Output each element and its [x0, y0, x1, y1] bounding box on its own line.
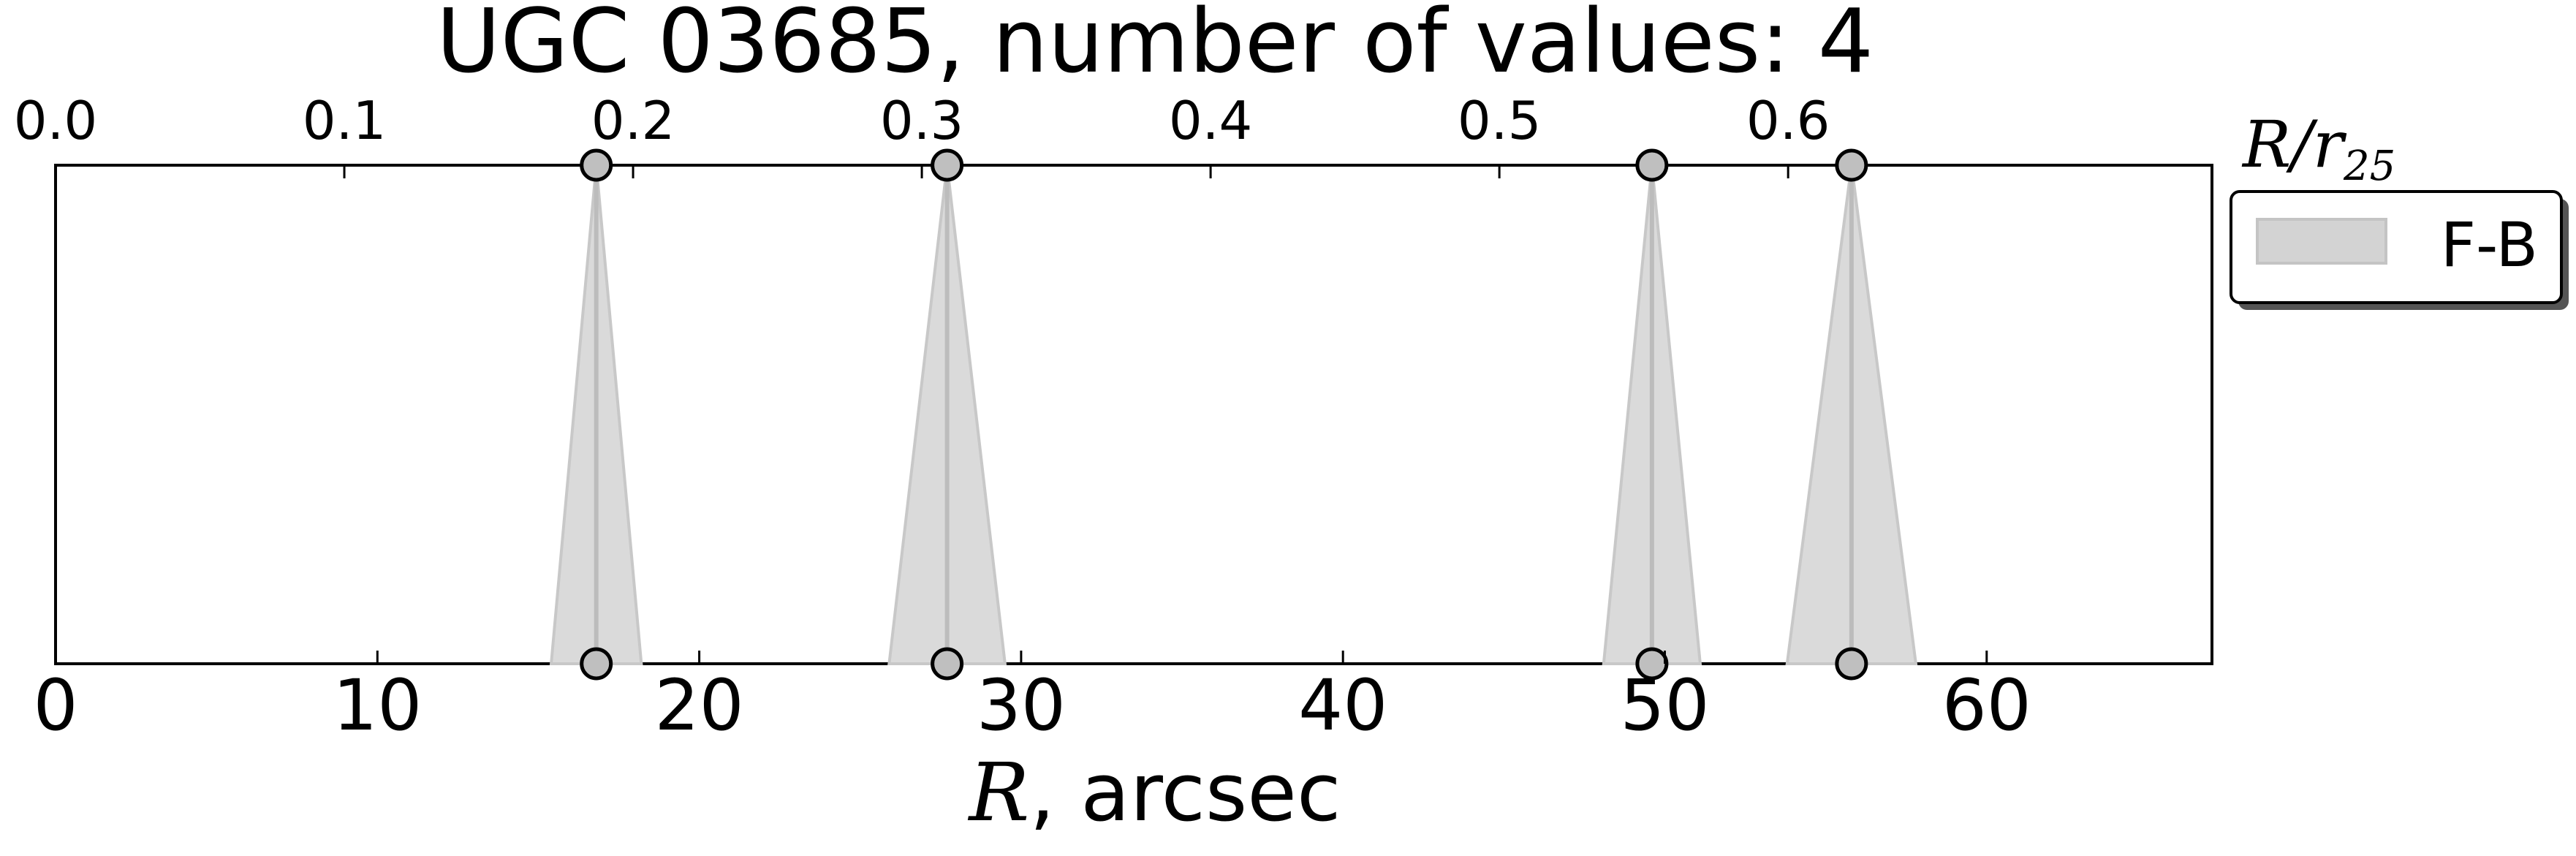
top-axis-label: R/r25 — [2241, 107, 2395, 190]
top-tick-label: 0.0 — [14, 90, 98, 151]
point-bottom-2 — [931, 647, 964, 681]
plot-frame — [54, 164, 2213, 665]
x-axis-label-unit: , arcsec — [1029, 746, 1341, 839]
x-tick-label: 0 — [33, 664, 77, 746]
legend-label: F-B — [2441, 209, 2538, 281]
x-axis-label-var: R — [968, 746, 1030, 839]
point-top-1 — [580, 148, 613, 182]
point-top-4 — [1835, 148, 1868, 182]
point-top-3 — [1635, 148, 1669, 182]
x-axis-bottom: 0 10 20 30 40 50 60 — [33, 651, 2031, 746]
top-tick-label: 0.2 — [591, 90, 675, 151]
top-tick-label: 0.5 — [1458, 90, 1542, 151]
x-tick-label: 50 — [1620, 664, 1709, 746]
legend-swatch — [2256, 218, 2387, 265]
data-marks — [549, 148, 1918, 681]
top-tick-label: 0.1 — [303, 90, 387, 151]
top-tick-label: 0.4 — [1169, 90, 1253, 151]
legend: F-B — [2230, 190, 2569, 310]
x-tick-label: 40 — [1298, 664, 1387, 746]
top-tick-label: 0.3 — [880, 90, 964, 151]
point-bottom-4 — [1835, 647, 1868, 681]
x-tick-label: 10 — [333, 664, 422, 746]
point-bottom-1 — [580, 647, 613, 681]
top-axis-label-var: R/r — [2241, 107, 2347, 182]
x-tick-label: 20 — [655, 664, 744, 746]
x-tick-label: 60 — [1942, 664, 2031, 746]
point-bottom-3 — [1635, 647, 1669, 681]
top-tick-label: 0.6 — [1746, 90, 1830, 151]
x-axis-label: R, arcsec — [968, 746, 1341, 839]
top-axis-label-sub: 25 — [2343, 143, 2395, 190]
x-tick-label: 30 — [977, 664, 1066, 746]
x-axis-top: 0.0 0.1 0.2 0.3 0.4 0.5 0.6 — [14, 90, 1830, 178]
point-top-2 — [931, 148, 964, 182]
chart-title: UGC 03685, number of values: 4 — [436, 0, 1874, 93]
